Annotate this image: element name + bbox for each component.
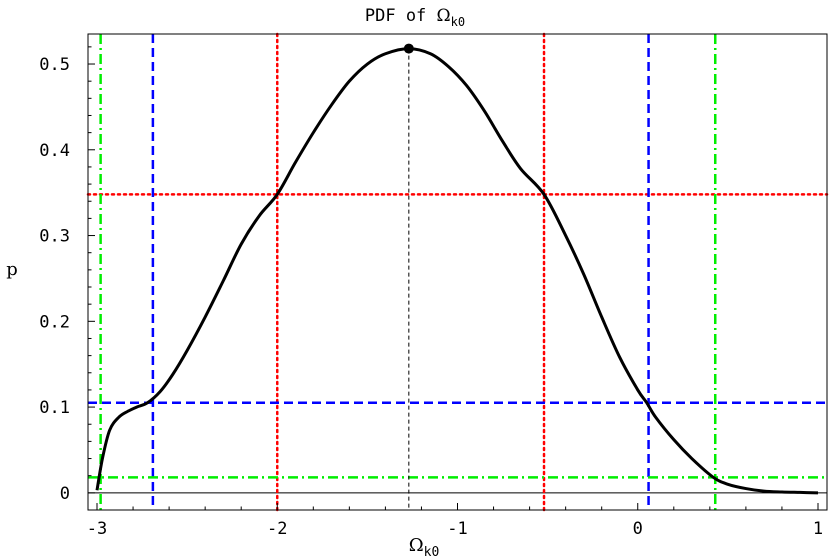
reference-lines xyxy=(86,32,829,512)
y-tick-label: 0.2 xyxy=(39,312,70,332)
y-tick-label: 0.5 xyxy=(39,55,70,75)
axis-ticks: -3 -2 -1 0 1 0 0.1 0.2 0.3 0.4 0.5 xyxy=(39,46,823,539)
x-tick-label: -3 xyxy=(87,519,107,539)
y-tick-label: 0.3 xyxy=(39,227,70,247)
x-tick-label: -2 xyxy=(267,519,287,539)
peak-point xyxy=(403,43,414,54)
x-tick-label: 0 xyxy=(633,519,643,539)
x-tick-label: -1 xyxy=(447,519,467,539)
x-tick-label: 1 xyxy=(813,519,823,539)
pdf-curve xyxy=(95,47,819,495)
x-axis-label: Ωk0 xyxy=(409,535,440,559)
y-tick-label: 0 xyxy=(60,484,70,504)
chart-title: PDF of Ωk0 xyxy=(365,6,465,29)
series-layer xyxy=(95,43,819,495)
y-axis-label: p xyxy=(6,259,18,280)
y-tick-label: 0.4 xyxy=(39,141,70,161)
y-tick-label: 0.1 xyxy=(39,398,70,418)
